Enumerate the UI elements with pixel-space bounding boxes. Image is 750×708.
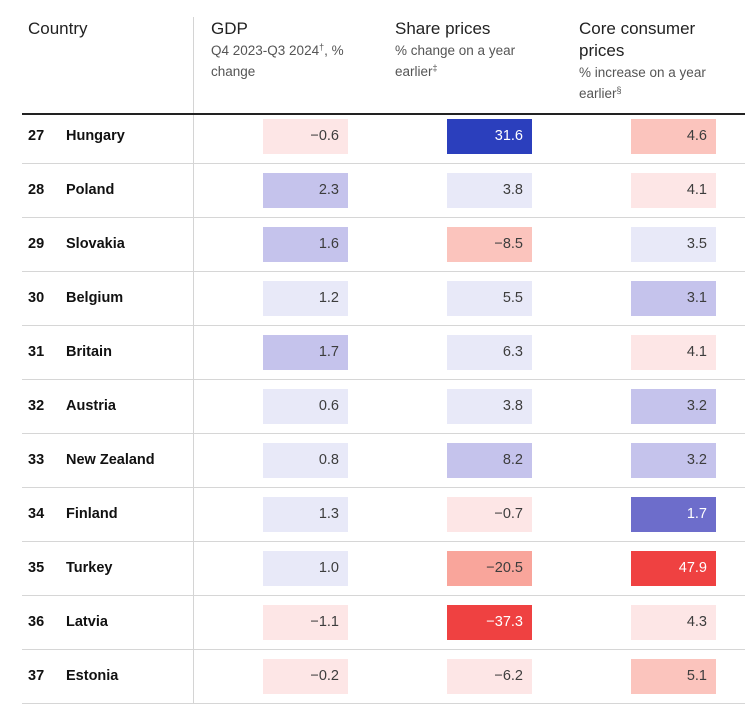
cell-core-prices: 4.6 xyxy=(631,119,716,154)
row-divider xyxy=(22,217,745,218)
cell-share-prices: −37.3 xyxy=(447,605,532,640)
row-divider xyxy=(22,379,745,380)
row-rank: 30 xyxy=(28,290,45,306)
header-core-prices-title: Core consumer prices xyxy=(579,19,696,60)
cell-gdp: 1.6 xyxy=(263,227,348,262)
cell-share-prices: −8.5 xyxy=(447,227,532,262)
row-rank: 27 xyxy=(28,128,45,144)
table-row: 35 Turkey 1.0 −20.5 47.9 xyxy=(22,542,745,596)
cell-gdp: −0.6 xyxy=(263,119,348,154)
table-row: 34 Finland 1.3 −0.7 1.7 xyxy=(22,488,745,542)
row-rank: 36 xyxy=(28,614,45,630)
cell-gdp: 1.7 xyxy=(263,335,348,370)
cell-share-prices: 6.3 xyxy=(447,335,532,370)
cell-share-prices: 3.8 xyxy=(447,389,532,424)
table-row: 30 Belgium 1.2 5.5 3.1 xyxy=(22,272,745,326)
cell-core-prices: 3.5 xyxy=(631,227,716,262)
cell-gdp: −1.1 xyxy=(263,605,348,640)
cell-core-prices: 5.1 xyxy=(631,659,716,694)
row-country-name: Belgium xyxy=(66,290,124,306)
table-row: 33 New Zealand 0.8 8.2 3.2 xyxy=(22,434,745,488)
header-rule xyxy=(22,113,745,115)
cell-core-prices: 1.7 xyxy=(631,497,716,532)
row-country-name: Latvia xyxy=(66,614,108,630)
row-country-name: Slovakia xyxy=(66,236,125,252)
row-rank: 37 xyxy=(28,668,45,684)
row-country-name: Hungary xyxy=(66,128,125,144)
cell-gdp: 0.8 xyxy=(263,443,348,478)
cell-gdp: 1.2 xyxy=(263,281,348,316)
row-country-name: Britain xyxy=(66,344,112,360)
header-share-prices: Share prices % change on a year earlier‡ xyxy=(395,18,545,82)
row-country-name: Austria xyxy=(66,398,116,414)
row-country-name: Estonia xyxy=(66,668,119,684)
row-rank: 31 xyxy=(28,344,45,360)
table-row: 28 Poland 2.3 3.8 4.1 xyxy=(22,164,745,218)
row-divider xyxy=(22,271,745,272)
cell-share-prices: −0.7 xyxy=(447,497,532,532)
row-divider xyxy=(22,487,745,488)
header-share-prices-subtitle: % change on a year earlier‡ xyxy=(395,43,516,79)
header-country: Country xyxy=(28,18,178,40)
row-rank: 28 xyxy=(28,182,45,198)
row-divider xyxy=(22,703,745,704)
row-divider xyxy=(22,325,745,326)
header-core-prices: Core consumer prices % increase on a yea… xyxy=(579,18,729,104)
row-rank: 34 xyxy=(28,506,45,522)
cell-core-prices: 3.1 xyxy=(631,281,716,316)
table-row: 36 Latvia −1.1 −37.3 4.3 xyxy=(22,596,745,650)
table-row: 31 Britain 1.7 6.3 4.1 xyxy=(22,326,745,380)
cell-core-prices: 4.1 xyxy=(631,335,716,370)
header-gdp-title: GDP xyxy=(211,19,248,38)
row-divider xyxy=(22,649,745,650)
row-country-name: New Zealand xyxy=(66,452,155,468)
cell-share-prices: −20.5 xyxy=(447,551,532,586)
cell-gdp: 0.6 xyxy=(263,389,348,424)
cell-gdp: 2.3 xyxy=(263,173,348,208)
column-divider xyxy=(193,17,194,703)
cell-gdp: 1.0 xyxy=(263,551,348,586)
cell-core-prices: 3.2 xyxy=(631,443,716,478)
cell-share-prices: 5.5 xyxy=(447,281,532,316)
cell-share-prices: 3.8 xyxy=(447,173,532,208)
cell-core-prices: 47.9 xyxy=(631,551,716,586)
cell-share-prices: −6.2 xyxy=(447,659,532,694)
header-core-prices-subtitle: % increase on a year earlier§ xyxy=(579,65,706,101)
row-divider xyxy=(22,595,745,596)
table-row: 27 Hungary −0.6 31.6 4.6 xyxy=(22,110,745,164)
table-row: 37 Estonia −0.2 −6.2 5.1 xyxy=(22,650,745,704)
cell-gdp: 1.3 xyxy=(263,497,348,532)
header-share-prices-title: Share prices xyxy=(395,19,491,38)
header-country-title: Country xyxy=(28,19,88,38)
table-row: 29 Slovakia 1.6 −8.5 3.5 xyxy=(22,218,745,272)
row-rank: 29 xyxy=(28,236,45,252)
cell-gdp: −0.2 xyxy=(263,659,348,694)
cell-share-prices: 31.6 xyxy=(447,119,532,154)
row-country-name: Finland xyxy=(66,506,118,522)
row-rank: 32 xyxy=(28,398,45,414)
row-rank: 33 xyxy=(28,452,45,468)
cell-core-prices: 4.3 xyxy=(631,605,716,640)
row-rank: 35 xyxy=(28,560,45,576)
cell-core-prices: 4.1 xyxy=(631,173,716,208)
row-divider xyxy=(22,541,745,542)
row-country-name: Poland xyxy=(66,182,115,198)
row-divider xyxy=(22,433,745,434)
cell-core-prices: 3.2 xyxy=(631,389,716,424)
table-row: 32 Austria 0.6 3.8 3.2 xyxy=(22,380,745,434)
row-country-name: Turkey xyxy=(66,560,113,576)
header-gdp-subtitle: Q4 2023-Q3 2024†, % change xyxy=(211,42,344,80)
cell-share-prices: 8.2 xyxy=(447,443,532,478)
row-divider xyxy=(22,163,745,164)
header-gdp: GDP Q4 2023-Q3 2024†, % change xyxy=(211,18,371,82)
